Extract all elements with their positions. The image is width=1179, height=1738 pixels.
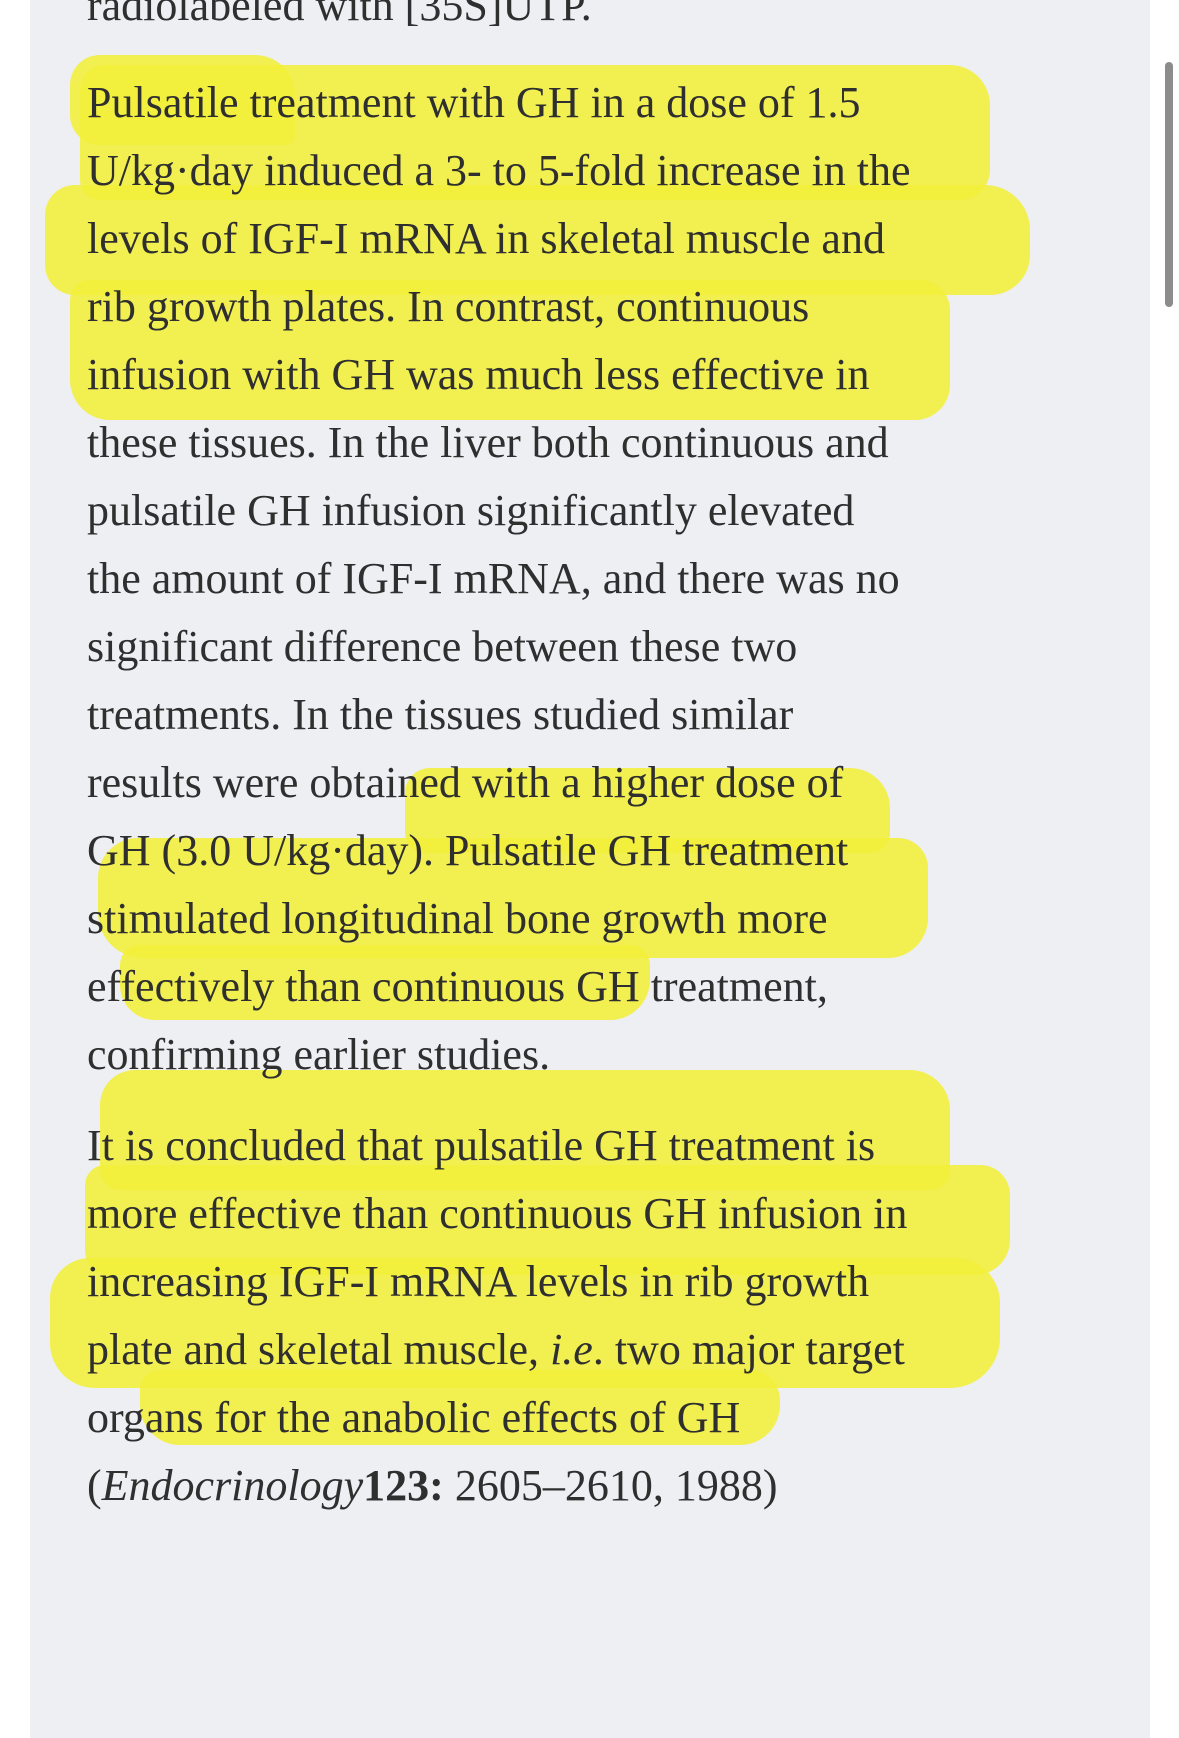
highlight-mark — [98, 838, 928, 958]
highlight-mark — [70, 280, 950, 420]
paragraph-line: more effective than continuous GH infusi… — [87, 1189, 908, 1238]
highlight-mark — [50, 1258, 1000, 1388]
paragraph-line: U/kg·day induced a 3- to 5-fold increase… — [87, 146, 911, 195]
paragraph-line: GH (3.0 U/kg·day). Pulsatile GH treatmen… — [87, 826, 849, 875]
citation-journal: Endocrinology — [101, 1461, 364, 1510]
highlight-mark — [80, 65, 990, 200]
citation-pages-year: 2605–2610, 1988) — [443, 1461, 778, 1510]
paragraph-line: organs for the anabolic effects of GH — [87, 1393, 741, 1442]
text-run: plate and skeletal muscle, — [87, 1325, 551, 1374]
paragraph-line: results were obtained with a higher dose… — [87, 758, 844, 807]
paragraph-line: It is concluded that pulsatile GH treatm… — [87, 1121, 876, 1170]
citation-paren: ( — [87, 1461, 102, 1510]
paragraph-line: Pulsatile treatment with GH in a dose of… — [87, 78, 861, 127]
paragraph-line: pulsatile GH infusion significantly elev… — [87, 486, 855, 535]
highlight-mark — [120, 945, 650, 1020]
paragraph-line: the amount of IGF-I mRNA, and there was … — [87, 554, 900, 603]
citation: (Endocrinology123: 2605–2610, 1988) — [87, 1448, 777, 1523]
highlight-mark — [85, 1165, 1010, 1275]
italic-abbreviation: i.e — [550, 1325, 593, 1374]
paragraph-line: stimulated longitudinal bone growth more — [87, 894, 828, 943]
scrollbar-thumb[interactable] — [1165, 62, 1173, 307]
highlight-mark — [140, 1370, 780, 1445]
paragraph-line: confirming earlier studies. — [87, 1030, 551, 1079]
paragraph-line: levels of IGF-I mRNA in skeletal muscle … — [87, 214, 885, 263]
citation-volume: 123: — [363, 1461, 444, 1510]
partial-line: radiolabeled with [35S]UTP. — [87, 0, 592, 30]
text-run: . two major target — [592, 1325, 905, 1374]
paragraph-line: effectively than continuous GH treatment… — [87, 962, 828, 1011]
paragraph-line: increasing IGF-I mRNA levels in rib grow… — [87, 1257, 870, 1306]
paragraph-line: plate and skeletal muscle, i.e. two majo… — [87, 1312, 905, 1387]
paragraph-line: these tissues. In the liver both continu… — [87, 418, 889, 467]
paragraph-line: treatments. In the tissues studied simil… — [87, 690, 794, 739]
paragraph-line: significant difference between these two — [87, 622, 798, 671]
paragraph-line: infusion with GH was much less effective… — [87, 350, 870, 399]
highlight-mark — [45, 185, 1030, 295]
paragraph-line: rib growth plates. In contrast, continuo… — [87, 282, 810, 331]
